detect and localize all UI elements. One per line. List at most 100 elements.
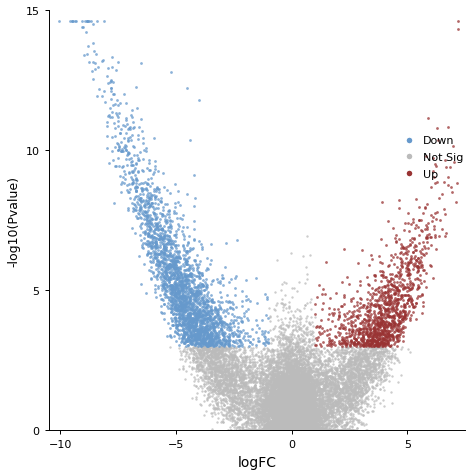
Point [256, 386, 264, 393]
Point [304, 389, 312, 397]
Point [281, 404, 289, 411]
Point [331, 390, 339, 397]
Point [195, 293, 203, 300]
Point [346, 397, 354, 405]
Point [169, 310, 176, 317]
Point [282, 409, 289, 417]
Point [347, 378, 355, 386]
Point [150, 186, 157, 193]
Point [213, 363, 220, 371]
Point [298, 427, 306, 435]
Point [323, 427, 331, 435]
Point [301, 415, 308, 423]
Point [280, 415, 287, 422]
Point [184, 261, 191, 268]
Point [342, 384, 350, 392]
Point [303, 427, 310, 435]
Point [194, 296, 201, 304]
Point [280, 393, 287, 401]
Point [301, 412, 308, 420]
Point [305, 370, 312, 378]
Point [280, 395, 288, 403]
Point [189, 245, 197, 253]
Point [283, 420, 290, 427]
Point [270, 365, 277, 373]
Point [301, 423, 309, 430]
Point [287, 422, 294, 429]
Point [175, 315, 183, 322]
Point [240, 403, 247, 411]
Point [424, 115, 432, 122]
Point [328, 423, 335, 430]
Point [305, 395, 312, 403]
Point [228, 377, 235, 384]
Point [303, 399, 310, 407]
Point [339, 365, 346, 373]
Point [272, 362, 280, 369]
Point [284, 347, 292, 355]
Point [157, 248, 164, 255]
Point [309, 427, 317, 435]
Point [173, 294, 181, 301]
Point [202, 325, 210, 332]
Point [283, 422, 291, 429]
Point [279, 412, 286, 419]
Point [296, 427, 304, 435]
Point [344, 377, 351, 385]
Point [254, 396, 261, 403]
Point [379, 314, 386, 321]
Point [301, 374, 308, 382]
Point [278, 388, 286, 396]
Point [123, 130, 130, 138]
Point [285, 362, 292, 369]
Point [289, 420, 296, 427]
Point [211, 377, 219, 385]
Point [224, 386, 232, 393]
Point [263, 390, 270, 397]
Point [290, 427, 297, 435]
Point [378, 367, 386, 374]
Point [275, 421, 283, 429]
Point [273, 413, 280, 421]
Point [286, 427, 293, 435]
Point [267, 427, 275, 435]
Point [323, 393, 331, 401]
Point [366, 373, 374, 380]
Point [277, 415, 284, 423]
Point [286, 423, 294, 430]
Point [267, 401, 274, 409]
Point [286, 427, 294, 435]
Point [326, 398, 333, 406]
Point [199, 341, 206, 349]
Point [90, 20, 97, 28]
Point [301, 421, 309, 428]
Point [283, 364, 291, 372]
Point [414, 285, 421, 293]
Point [286, 410, 294, 417]
Point [376, 385, 383, 393]
Point [286, 423, 293, 430]
Point [300, 402, 308, 410]
Point [314, 424, 322, 431]
Point [294, 410, 302, 418]
Point [314, 404, 322, 411]
Point [318, 370, 326, 378]
Point [301, 427, 309, 435]
Point [306, 299, 314, 307]
Point [336, 402, 343, 410]
Point [313, 389, 321, 397]
Point [292, 408, 300, 416]
Point [292, 384, 300, 392]
Point [310, 376, 317, 383]
Point [297, 427, 304, 435]
Point [159, 212, 167, 219]
Point [279, 340, 287, 348]
Point [300, 399, 308, 407]
Point [318, 406, 326, 414]
Point [269, 427, 276, 435]
Point [257, 373, 265, 380]
Point [139, 135, 147, 142]
Point [287, 352, 295, 360]
Point [292, 416, 299, 424]
Point [280, 408, 287, 416]
